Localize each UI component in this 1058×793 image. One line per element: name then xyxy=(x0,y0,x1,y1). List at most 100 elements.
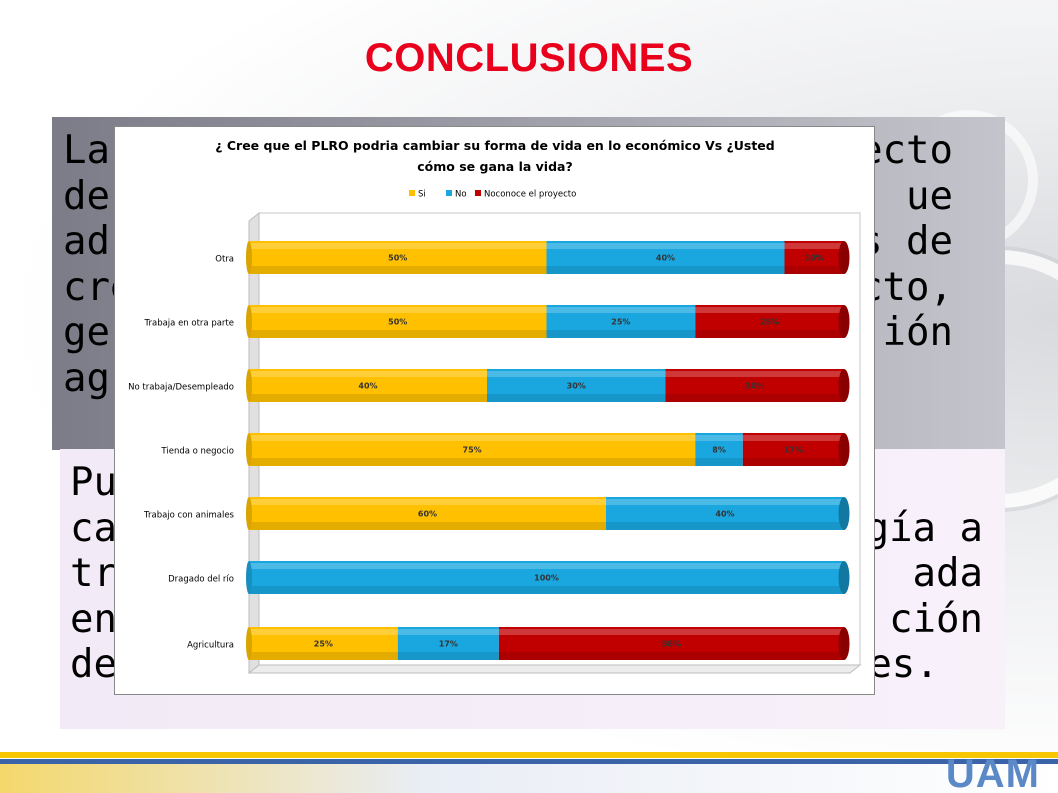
bar-shadow xyxy=(249,652,398,660)
bar-highlight xyxy=(249,629,398,635)
bar-segment xyxy=(546,241,785,274)
bar-highlight xyxy=(487,371,666,377)
bar-shadow xyxy=(742,458,844,466)
bar-segment xyxy=(249,627,398,660)
data-label: 8% xyxy=(712,446,726,455)
bar-shadow xyxy=(249,458,696,466)
bar-segment xyxy=(695,433,743,466)
legend-label: Si xyxy=(418,190,426,200)
conclusion-text-1: La ecto de ue ad s de cre cto, ge ión ag xyxy=(63,128,953,401)
bar-segment xyxy=(249,433,696,466)
plot-floor xyxy=(247,664,862,674)
bar-highlight xyxy=(742,435,844,441)
bar-segment xyxy=(606,497,844,530)
stacked-bar-chart: ¿ Cree que el PLRO podria cambiar su for… xyxy=(128,138,862,675)
data-label: 50% xyxy=(388,254,407,263)
category-label: Tienda o negocio xyxy=(160,447,234,457)
text-line: ag xyxy=(63,355,110,401)
bar-segment xyxy=(742,433,844,466)
data-label: 17% xyxy=(784,446,803,455)
category-label: Trabajo con animales xyxy=(143,511,235,521)
uam-logo: UAM xyxy=(945,752,1040,793)
bar-shadow xyxy=(606,522,844,530)
bar-start-cap xyxy=(246,433,252,466)
chart-title-line-1: ¿ Cree que el PLRO podria cambiar su for… xyxy=(215,138,774,153)
legend-label: No xyxy=(455,190,467,200)
bar-segment xyxy=(249,369,487,402)
data-label: 40% xyxy=(358,382,377,391)
data-label: 25% xyxy=(314,640,333,649)
bar-shadow xyxy=(249,330,547,338)
bar-start-cap xyxy=(246,627,252,660)
data-label: 25% xyxy=(611,318,630,327)
bar-end-cap xyxy=(838,561,850,594)
bar-highlight xyxy=(695,435,743,441)
bar-highlight xyxy=(397,629,499,635)
legend-swatch xyxy=(446,190,452,196)
bar-shadow xyxy=(695,458,743,466)
legend-label: Noconoce el proyecto xyxy=(484,190,576,200)
bar-shadow xyxy=(249,586,844,594)
bar-shadow xyxy=(665,394,844,402)
data-label: 40% xyxy=(715,510,734,519)
text-line-fragment: ión xyxy=(882,310,953,355)
text-line-fragment: ción xyxy=(889,596,983,642)
bar-highlight xyxy=(665,371,844,377)
bar-shadow xyxy=(397,652,499,660)
data-label: 25% xyxy=(760,318,779,327)
bar-highlight xyxy=(249,243,547,249)
bar-segment xyxy=(249,561,844,594)
bar-shadow xyxy=(546,330,696,338)
bar-highlight xyxy=(606,499,844,505)
bar-shadow xyxy=(784,266,844,274)
bar-end-cap xyxy=(838,369,850,402)
data-label: 60% xyxy=(418,510,437,519)
bar-start-cap xyxy=(246,241,252,274)
category-label: No trabaja/Desempleado xyxy=(128,383,234,393)
bar-highlight xyxy=(249,435,696,441)
chart-title-line-2: cómo se gana la vida? xyxy=(417,159,572,174)
data-label: 75% xyxy=(463,446,482,455)
bar-segment xyxy=(546,305,696,338)
bar-shadow xyxy=(695,330,844,338)
text-line: en xyxy=(70,596,117,642)
data-label: 50% xyxy=(388,318,407,327)
text-line: de xyxy=(63,173,110,219)
text-line: ge xyxy=(63,310,110,355)
data-label: 40% xyxy=(656,254,675,263)
bar-shadow xyxy=(249,266,547,274)
bar-shadow xyxy=(546,266,785,274)
bar-highlight xyxy=(249,307,547,313)
text-line: ca xyxy=(70,505,117,551)
legend-swatch xyxy=(409,190,415,196)
bar-end-cap xyxy=(838,305,850,338)
bar-end-cap xyxy=(838,627,850,660)
bar-end-cap xyxy=(838,241,850,274)
category-label: Otra xyxy=(215,255,234,265)
bar-highlight xyxy=(249,499,606,505)
bar-end-cap xyxy=(838,497,850,530)
text-line: La xyxy=(63,128,110,173)
category-label: Agricultura xyxy=(187,641,234,651)
legend-swatch xyxy=(475,190,481,196)
bar-shadow xyxy=(249,522,606,530)
bar-highlight xyxy=(546,243,785,249)
bar-segment xyxy=(397,627,499,660)
bar-highlight xyxy=(784,243,844,249)
bar-start-cap xyxy=(246,497,252,530)
bar-segment xyxy=(784,241,844,274)
bar-highlight xyxy=(249,371,487,377)
bar-shadow xyxy=(498,652,844,660)
data-label: 30% xyxy=(745,382,764,391)
bottom-band xyxy=(0,752,1058,793)
bar-segment xyxy=(665,369,844,402)
data-label: 58% xyxy=(662,640,681,649)
bar-highlight xyxy=(546,307,696,313)
chart-panel: ¿ Cree que el PLRO podria cambiar su for… xyxy=(114,126,875,695)
bar-start-cap xyxy=(246,305,252,338)
bar-segment xyxy=(695,305,844,338)
bar-highlight xyxy=(249,563,844,569)
bar-shadow xyxy=(487,394,666,402)
bar-segment xyxy=(487,369,666,402)
